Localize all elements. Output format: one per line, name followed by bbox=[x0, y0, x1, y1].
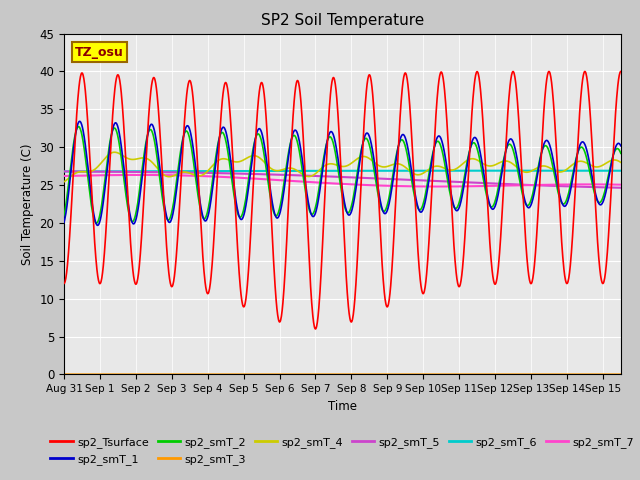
Y-axis label: Soil Temperature (C): Soil Temperature (C) bbox=[21, 143, 34, 265]
sp2_smT_1 bbox=[76, 119, 84, 124]
sp2_smT_3 bbox=[385, 372, 392, 377]
Line: sp2_Tsurface: sp2_Tsurface bbox=[64, 72, 621, 329]
sp2_smT_2 bbox=[125, 211, 133, 217]
sp2_smT_3 bbox=[408, 372, 415, 377]
sp2_smT_3 bbox=[617, 372, 625, 377]
sp2_smT_3 bbox=[125, 372, 132, 377]
sp2_smT_5 bbox=[60, 168, 68, 174]
sp2_smT_5 bbox=[408, 177, 415, 183]
sp2_smT_7 bbox=[125, 172, 132, 178]
sp2_smT_3 bbox=[72, 372, 79, 377]
sp2_smT_5 bbox=[617, 185, 625, 191]
sp2_Tsurface bbox=[559, 250, 566, 255]
sp2_smT_4 bbox=[125, 156, 132, 162]
sp2_smT_5 bbox=[125, 169, 132, 175]
sp2_smT_1 bbox=[125, 207, 133, 213]
Title: SP2 Soil Temperature: SP2 Soil Temperature bbox=[260, 13, 424, 28]
sp2_Tsurface bbox=[408, 139, 416, 145]
Legend: sp2_Tsurface, sp2_smT_1, sp2_smT_2, sp2_smT_3, sp2_smT_4, sp2_smT_5, sp2_smT_6, : sp2_Tsurface, sp2_smT_1, sp2_smT_2, sp2_… bbox=[46, 433, 639, 469]
sp2_smT_1 bbox=[408, 174, 416, 180]
sp2_smT_7 bbox=[72, 173, 79, 179]
sp2_smT_4 bbox=[111, 149, 118, 155]
Line: sp2_smT_5: sp2_smT_5 bbox=[64, 171, 621, 188]
sp2_smT_4 bbox=[559, 169, 566, 175]
sp2_Tsurface bbox=[318, 256, 326, 262]
sp2_smT_5 bbox=[317, 173, 325, 179]
sp2_smT_6 bbox=[408, 168, 415, 174]
sp2_smT_5 bbox=[385, 176, 392, 182]
sp2_smT_1 bbox=[617, 143, 625, 149]
sp2_smT_6 bbox=[385, 168, 392, 174]
sp2_smT_1 bbox=[559, 202, 566, 207]
sp2_smT_2 bbox=[60, 213, 68, 219]
sp2_smT_4 bbox=[617, 159, 625, 165]
sp2_Tsurface bbox=[60, 281, 68, 287]
sp2_smT_3 bbox=[558, 372, 566, 377]
sp2_smT_7 bbox=[318, 180, 326, 186]
sp2_Tsurface bbox=[125, 204, 132, 210]
sp2_smT_2 bbox=[559, 201, 566, 207]
sp2_smT_6 bbox=[317, 168, 325, 174]
Line: sp2_smT_1: sp2_smT_1 bbox=[64, 121, 621, 225]
sp2_smT_7 bbox=[559, 181, 566, 187]
sp2_smT_4 bbox=[318, 165, 326, 171]
sp2_smT_2 bbox=[385, 194, 393, 200]
sp2_smT_1 bbox=[60, 220, 68, 226]
sp2_smT_6 bbox=[125, 168, 132, 174]
sp2_smT_7 bbox=[60, 173, 68, 179]
sp2_smT_2 bbox=[75, 124, 83, 130]
sp2_Tsurface bbox=[617, 69, 625, 74]
sp2_smT_6 bbox=[617, 168, 625, 174]
Line: sp2_smT_2: sp2_smT_2 bbox=[64, 127, 621, 223]
Line: sp2_smT_4: sp2_smT_4 bbox=[64, 152, 621, 182]
X-axis label: Time: Time bbox=[328, 400, 357, 413]
sp2_Tsurface bbox=[312, 326, 319, 332]
Text: TZ_osu: TZ_osu bbox=[75, 46, 124, 59]
sp2_Tsurface bbox=[385, 300, 392, 305]
sp2_smT_1 bbox=[94, 222, 102, 228]
sp2_smT_3 bbox=[317, 372, 325, 377]
sp2_smT_1 bbox=[318, 170, 326, 176]
sp2_smT_6 bbox=[72, 168, 79, 174]
sp2_smT_2 bbox=[617, 150, 625, 156]
sp2_smT_4 bbox=[408, 170, 416, 176]
Line: sp2_smT_7: sp2_smT_7 bbox=[64, 175, 621, 187]
sp2_smT_7 bbox=[617, 182, 625, 188]
sp2_smT_2 bbox=[408, 182, 416, 188]
sp2_smT_6 bbox=[559, 168, 566, 174]
sp2_smT_7 bbox=[385, 183, 392, 189]
sp2_smT_3 bbox=[60, 372, 68, 377]
sp2_smT_6 bbox=[509, 168, 517, 174]
sp2_smT_2 bbox=[93, 220, 100, 226]
sp2_smT_7 bbox=[434, 184, 442, 190]
sp2_smT_7 bbox=[136, 172, 143, 178]
sp2_smT_6 bbox=[60, 168, 68, 174]
sp2_Tsurface bbox=[72, 129, 79, 134]
sp2_smT_4 bbox=[72, 170, 79, 176]
sp2_smT_5 bbox=[72, 168, 79, 174]
sp2_smT_2 bbox=[72, 130, 79, 136]
sp2_smT_1 bbox=[385, 201, 393, 206]
sp2_smT_5 bbox=[558, 183, 566, 189]
sp2_smT_4 bbox=[60, 179, 68, 185]
sp2_smT_2 bbox=[318, 164, 326, 170]
sp2_smT_1 bbox=[72, 131, 79, 137]
sp2_smT_4 bbox=[385, 163, 392, 169]
sp2_smT_7 bbox=[408, 183, 416, 189]
